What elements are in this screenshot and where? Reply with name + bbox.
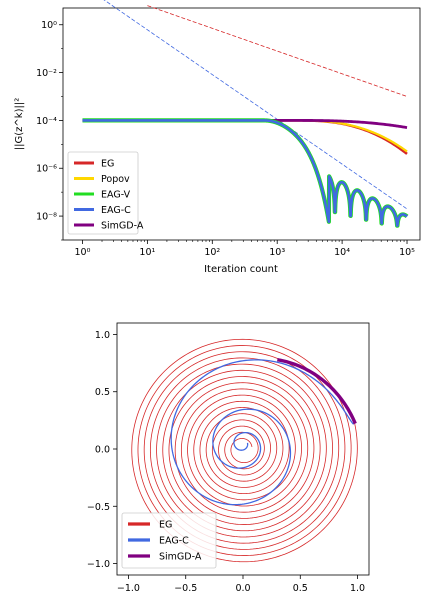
top-plot: 10⁰ 10¹ 10² 10³ 10⁴ 10⁵ 10⁻⁸ 10⁻⁶ 10⁻⁴ 10⁻² 10⁰ It… (14, 0, 421, 275)
top-legend: EG Popov EAG-V EAG-C SimGD-A (67, 151, 144, 235)
bottom-xtick-label: 0.0 (235, 583, 250, 594)
bottom-legend-label: EG (159, 520, 172, 531)
bottom-ytick-label: 1.0 (95, 330, 110, 341)
bottom-series-eg (131, 338, 358, 563)
top-legend-label: EAG-C (101, 205, 131, 216)
top-ytick-label: 10⁻⁸ (36, 212, 57, 223)
bottom-legend-label: SimGD-A (159, 552, 202, 563)
top-xtick-label: 10⁵ (399, 247, 415, 258)
top-series-eag-c (81, 119, 409, 227)
top-ytick-label: 10⁻⁴ (36, 116, 57, 127)
top-xtick-label: 10² (204, 247, 220, 258)
top-ytick-label: 10⁻² (36, 68, 57, 79)
top-xtick-label: 10⁴ (334, 247, 350, 258)
bottom-legend-box (121, 512, 217, 569)
bottom-xtick-label: 1.0 (350, 583, 365, 594)
top-xtick-label: 10⁰ (75, 247, 91, 258)
bottom-plot: −1.0 −0.5 0.0 0.5 1.0 −1.0 −0.5 0.0 0.5 1.0 EG EAG… (87, 322, 370, 594)
top-legend-label: Popov (101, 174, 130, 185)
bottom-legend-label: EAG-C (159, 536, 189, 547)
bottom-xtick-label: −0.5 (174, 583, 197, 594)
top-xlabel: Iteration count (204, 264, 278, 275)
top-xtick-label: 10¹ (139, 247, 155, 258)
top-xtick-label: 10³ (269, 247, 285, 258)
bottom-xtick-label: −1.0 (117, 583, 140, 594)
top-ytick-label: 10⁰ (41, 20, 57, 31)
top-legend-label: EAG-V (101, 190, 131, 201)
top-ytick-label: 10⁻⁶ (36, 164, 57, 175)
bottom-series-eag-c (170, 359, 355, 506)
bottom-ytick-label: 0.5 (95, 387, 110, 398)
bottom-xtick-label: 0.5 (293, 583, 308, 594)
top-ylabel: ||G(z^k)||² (14, 98, 25, 150)
bottom-series-simgd-a (277, 358, 357, 425)
bottom-ytick-label: 0.0 (95, 445, 110, 456)
bottom-ytick-label: −0.5 (87, 502, 110, 513)
bottom-ytick-label: −1.0 (87, 559, 110, 570)
top-legend-box (67, 151, 139, 235)
reference-line-1 (103, 0, 408, 210)
top-legend-label: EG (101, 159, 114, 170)
top-legend-label: SimGD-A (101, 221, 144, 232)
bottom-legend: EG EAG-C SimGD-A (121, 512, 217, 569)
reference-line-0 (147, 5, 408, 97)
